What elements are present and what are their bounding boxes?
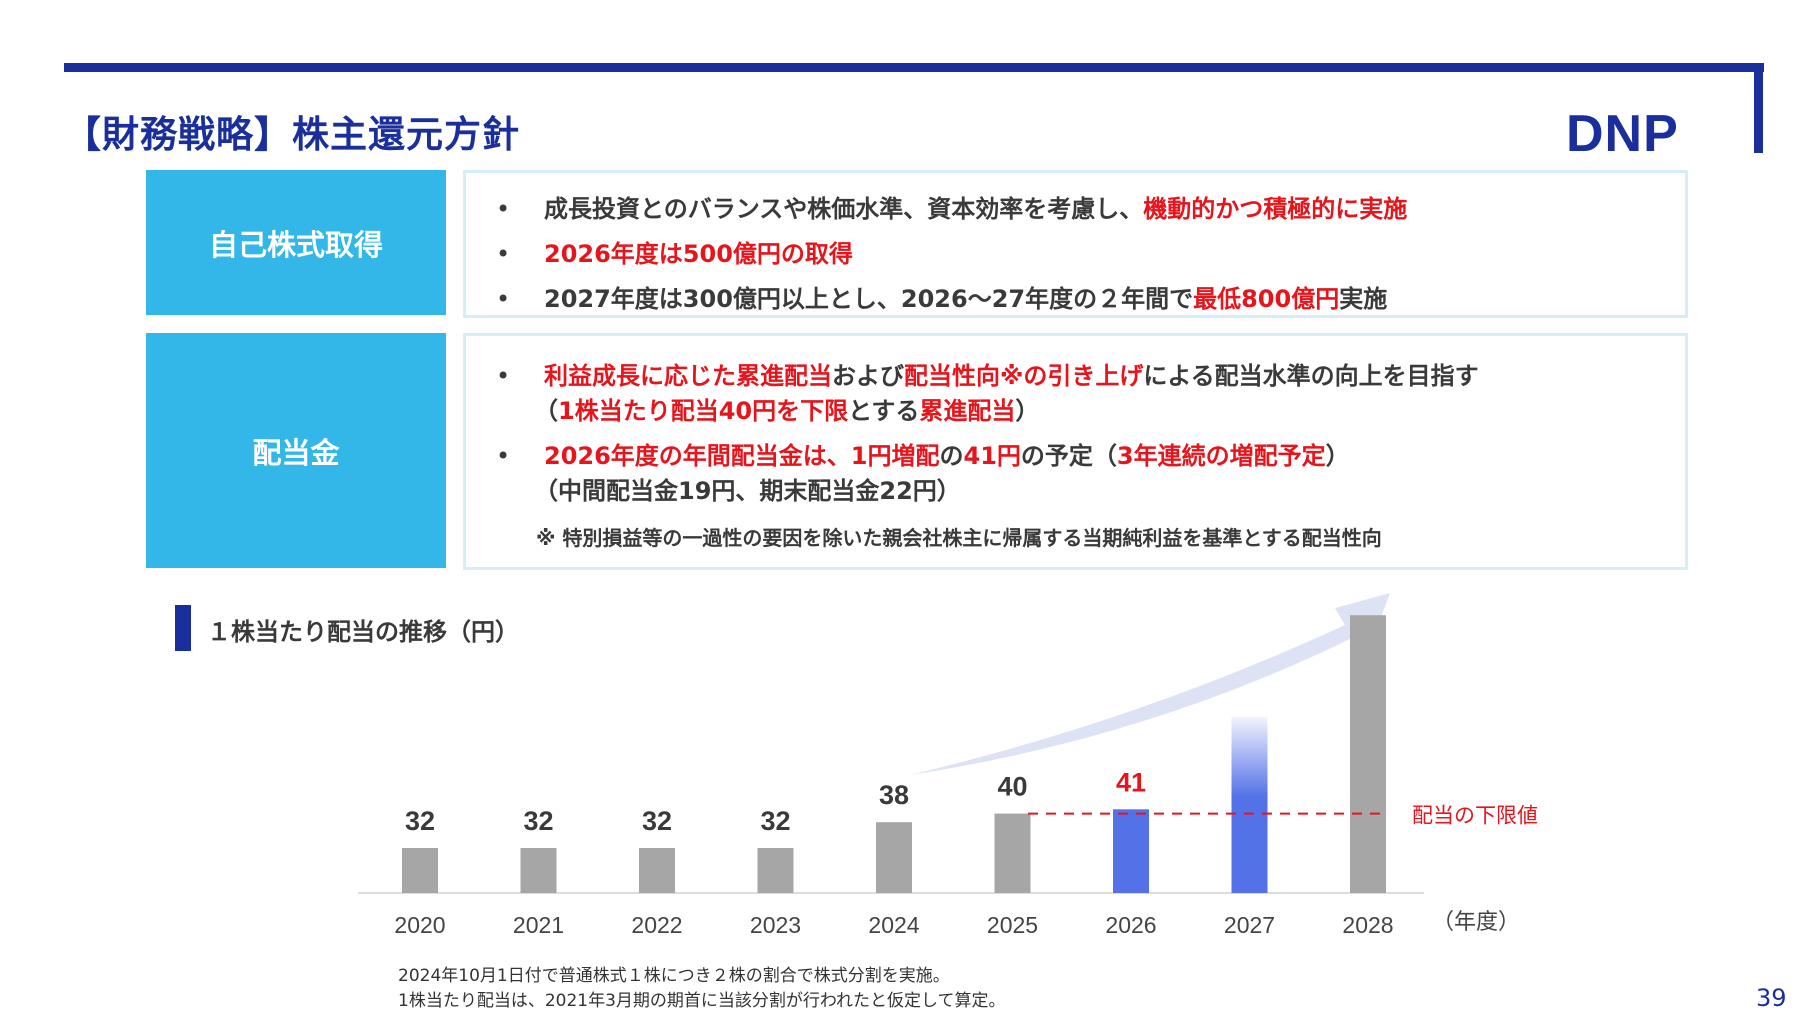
dividend-content-box: • 利益成長に応じた累進配当および配当性向※の引き上げによる配当水準の向上を目指す… xyxy=(463,333,1688,570)
x-tick-2026: 2026 xyxy=(1105,912,1156,938)
value-label-2021: 32 xyxy=(523,806,553,836)
x-tick-2021: 2021 xyxy=(513,912,564,938)
dividend-label-box: 配当金 xyxy=(146,333,446,568)
x-tick-2022: 2022 xyxy=(631,912,682,938)
buyback-bullet-1: • 成長投資とのバランスや株価水準、資本効率を考慮し、機動的かつ積極的に実施 xyxy=(496,195,1408,223)
buyback-content-box: • 成長投資とのバランスや株価水準、資本効率を考慮し、機動的かつ積極的に実施 • 2… xyxy=(463,170,1688,318)
chart-title: １株当たり配当の推移（円） xyxy=(207,618,519,646)
page-number: 39 xyxy=(1756,984,1787,1012)
header-rule-right xyxy=(1754,63,1763,153)
footnote-1: 2024年10月1日付で普通株式１株につき２株の割合で株式分割を実施。 xyxy=(398,966,950,986)
header-rule xyxy=(64,63,1764,72)
value-label-2023: 32 xyxy=(760,806,790,836)
value-label-2025: 40 xyxy=(997,772,1027,802)
chart-heading-marker xyxy=(175,605,191,651)
buyback-bullet-3: • 2027年度は300億円以上とし、2026～27年度の２年間で最低800億円実… xyxy=(496,285,1388,313)
dividend-bullet-1: • 利益成長に応じた累進配当および配当性向※の引き上げによる配当水準の向上を目指す xyxy=(496,362,1479,390)
value-label-2024: 38 xyxy=(879,780,909,810)
footnote-2: 1株当たり配当は、2021年3月期の期首に当該分割が行われたと仮定して算定。 xyxy=(398,991,1006,1011)
x-tick-2020: 2020 xyxy=(394,912,445,938)
dividend-label: 配当金 xyxy=(252,435,340,470)
bullet-dot: • xyxy=(496,442,511,470)
buyback-label: 自己株式取得 xyxy=(208,227,383,262)
dnp-logo: DNP xyxy=(1566,105,1679,163)
bar-2028 xyxy=(1350,615,1386,893)
dividend-bullet-2: • 2026年度の年間配当金は、1円増配の41円の予定（3年連続の増配予定） xyxy=(496,442,1350,470)
bullet-dot: • xyxy=(496,240,511,268)
value-label-2020: 32 xyxy=(405,806,435,836)
bar-2026 xyxy=(1113,809,1149,893)
bar-2020 xyxy=(402,848,438,893)
bar-2024 xyxy=(876,822,912,893)
bar-2027 xyxy=(1231,717,1268,893)
bar-2021 xyxy=(520,848,557,893)
dividend-bullet-1-sub: （1株当たり配当40円を下限とする累進配当） xyxy=(534,397,1040,425)
dividend-bullet-2-sub: （中間配当金19円、期末配当金22円） xyxy=(534,477,961,505)
growth-arrow xyxy=(910,593,1390,775)
bar-2025 xyxy=(994,813,1031,893)
bar-2023 xyxy=(757,848,794,893)
x-axis-unit-label: （年度） xyxy=(1432,910,1520,935)
bullet-dot: • xyxy=(496,362,511,390)
x-tick-2028: 2028 xyxy=(1342,912,1393,938)
x-tick-2023: 2023 xyxy=(750,912,801,938)
buyback-bullet-2: • 2026年度は500億円の取得 xyxy=(496,240,853,268)
bullet-dot: • xyxy=(496,195,511,223)
value-label-2026: 41 xyxy=(1116,767,1146,797)
dividend-floor-label: 配当の下限値 xyxy=(1412,804,1538,828)
x-tick-2025: 2025 xyxy=(987,912,1038,938)
buyback-label-box: 自己株式取得 xyxy=(146,170,446,315)
bar-2022 xyxy=(639,848,675,893)
bullet-dot: • xyxy=(496,285,511,313)
x-tick-2024: 2024 xyxy=(868,912,919,938)
payout-ratio-note: ※ 特別損益等の一過性の要因を除いた親会社株主に帰属する当期純利益を基準とする配… xyxy=(536,526,1382,550)
page-title: 【財務戦略】株主還元方針 xyxy=(64,113,520,156)
value-label-2022: 32 xyxy=(642,806,672,836)
x-tick-2027: 2027 xyxy=(1224,912,1275,938)
